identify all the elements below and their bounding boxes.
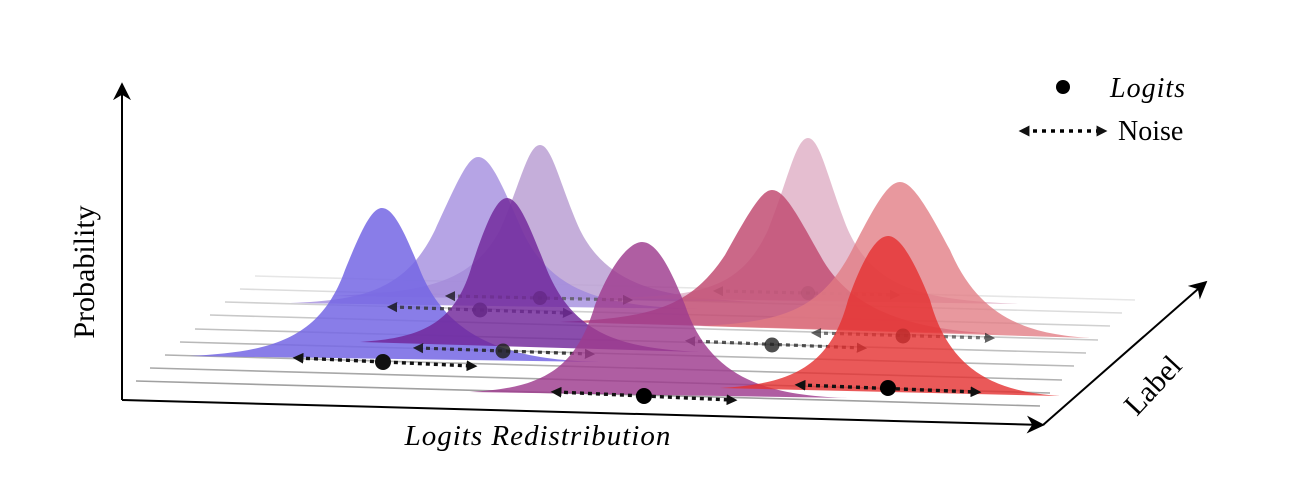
red-front-right-curve	[720, 236, 1060, 396]
legend-logit-dot	[1056, 80, 1070, 94]
blue-front-left-curve	[190, 208, 600, 362]
distributions	[190, 138, 1090, 406]
axes	[113, 82, 1208, 434]
noise-arrow	[810, 328, 996, 343]
noise-arrow	[292, 352, 478, 372]
z-axis-line	[1042, 280, 1208, 426]
x-axis-line	[121, 399, 1045, 434]
legend-noise-label: Noise	[1118, 116, 1183, 147]
logit-dot	[636, 388, 652, 404]
logit-dot	[375, 354, 391, 370]
magenta-front-center-curve	[470, 242, 850, 398]
lilac-back-left-curve	[330, 145, 760, 302]
purple-middle-left-curve	[360, 198, 700, 352]
legend-logits-label: Logits	[1109, 73, 1186, 104]
logit-dot	[495, 343, 511, 359]
pink-back-right-curve	[610, 138, 1020, 304]
x-axis-label: Logits Redistribution	[404, 420, 672, 452]
legend: Logits Noise	[1018, 73, 1186, 147]
y-axis-label: Probability	[68, 205, 101, 338]
logit-dot	[764, 337, 780, 353]
z-axis-label: Label	[1118, 349, 1189, 421]
crimson-middle-right-curve	[560, 190, 1000, 334]
logit-dot	[880, 380, 896, 396]
